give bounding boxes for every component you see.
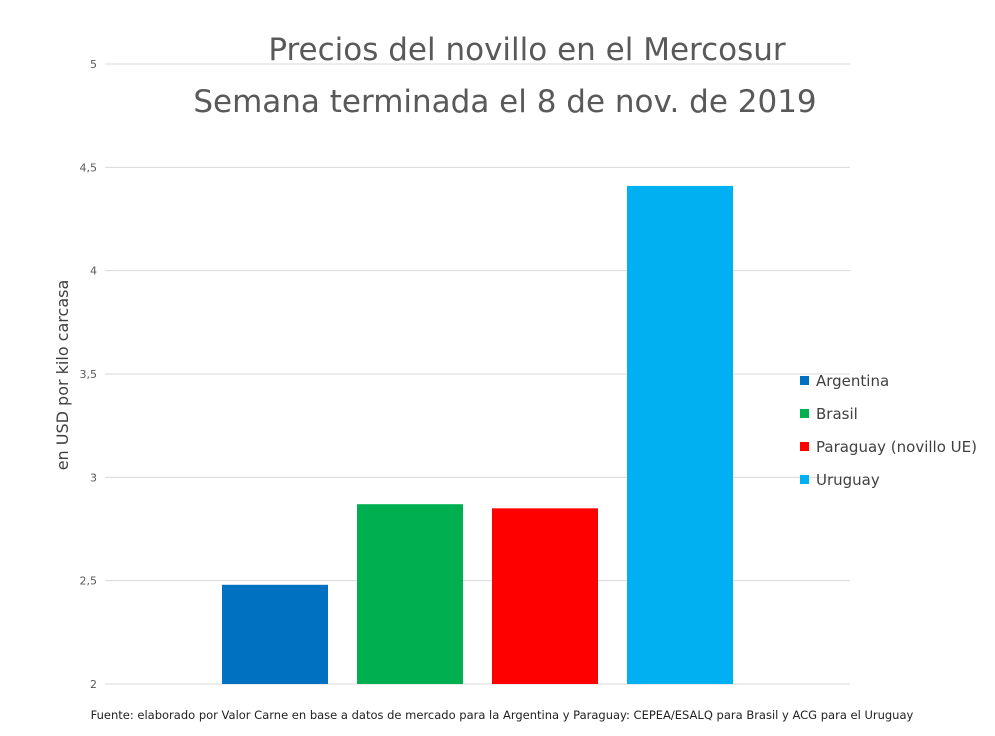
y-axis-title: en USD por kilo carcasa <box>53 280 72 471</box>
y-tick-label: 4,5 <box>80 161 98 174</box>
legend-label: Uruguay <box>816 471 880 489</box>
legend-label: Paraguay (novillo UE) <box>816 438 977 456</box>
bar-argentina <box>222 584 328 684</box>
legend-swatch <box>800 475 809 484</box>
legend-swatch <box>800 442 809 451</box>
y-tick-label: 3 <box>90 471 97 484</box>
bars <box>222 185 733 684</box>
y-tick-label: 4 <box>90 265 97 278</box>
y-tick-label: 2 <box>90 678 97 691</box>
legend: Argentina Brasil Paraguay (novillo UE) Urug… <box>800 372 977 489</box>
bar-brasil <box>357 504 463 684</box>
source-note: Fuente: elaborado por Valor Carne en bas… <box>91 708 914 722</box>
bar-uruguay <box>627 185 733 684</box>
legend-label: Brasil <box>816 405 858 423</box>
bar-paraguay <box>492 508 598 684</box>
y-tick-label: 5 <box>90 58 97 71</box>
chart-subtitle: Semana terminada el 8 de nov. de 2019 <box>193 84 816 120</box>
chart-title: Precios del novillo en el Mercosur <box>268 32 786 68</box>
legend-label: Argentina <box>816 372 889 390</box>
gridlines <box>105 63 850 685</box>
legend-swatch <box>800 376 809 385</box>
legend-swatch <box>800 409 809 418</box>
y-axis-ticks: 2 2,5 3 3,5 4 4,5 5 <box>80 58 98 691</box>
y-tick-label: 3,5 <box>80 368 98 381</box>
y-tick-label: 2,5 <box>80 575 98 588</box>
